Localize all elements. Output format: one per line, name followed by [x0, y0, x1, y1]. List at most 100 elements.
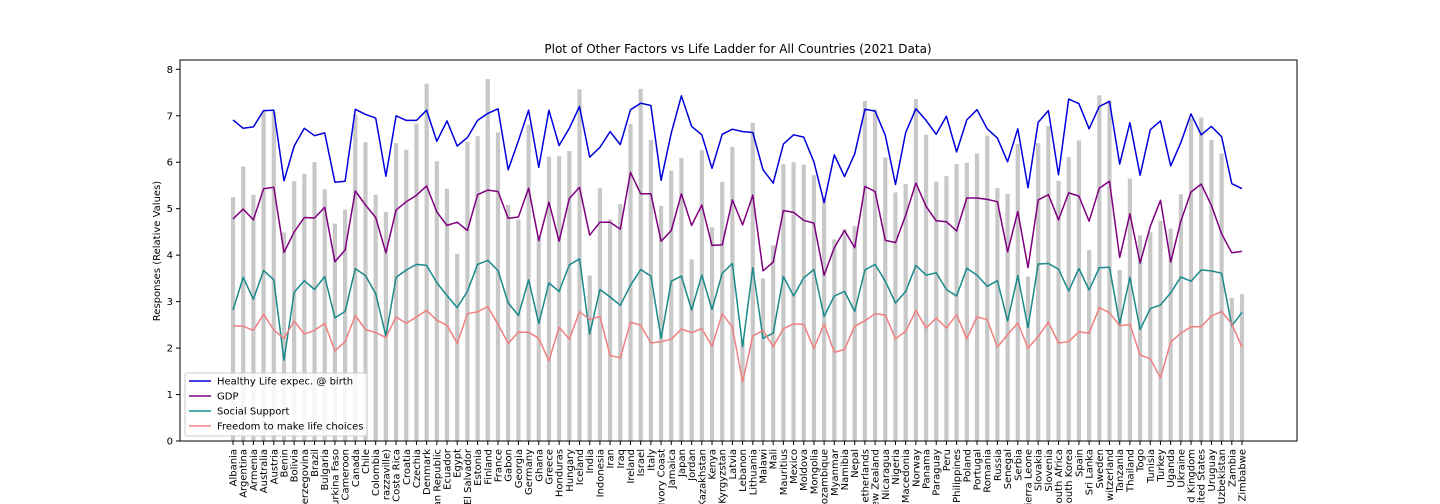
x-tick-label: Lithuania [748, 449, 759, 495]
x-tick-label: Mali [769, 449, 780, 469]
bar [1117, 270, 1122, 441]
y-tick-label: 8 [167, 65, 173, 76]
x-tick-label: Tunisia [1146, 449, 1157, 484]
bar [1066, 157, 1071, 442]
x-tick-label: Israel [636, 449, 647, 476]
x-tick-label: erzegovina [300, 449, 311, 504]
x-tick-label: Egypt [453, 449, 464, 478]
bar [1178, 194, 1183, 441]
bar [995, 188, 1000, 441]
x-tick-label: Australia [259, 449, 270, 493]
x-tick-label: Honduras [555, 449, 566, 497]
x-tick-label: Slovenia [1044, 449, 1055, 492]
bar [424, 83, 429, 441]
x-tick-label: an Republic [432, 449, 443, 504]
bar [373, 194, 378, 441]
bar [271, 112, 276, 441]
x-tick-label: urkina Faso [330, 449, 341, 504]
x-tick-label: Peru [942, 449, 953, 471]
bar [842, 229, 847, 441]
plot-frame [179, 59, 1298, 442]
bar [241, 166, 246, 441]
x-tick-label: Slovakia [1034, 449, 1045, 491]
bar [597, 188, 603, 441]
x-tick-label: Uganda [1166, 449, 1177, 488]
bar [312, 162, 317, 441]
x-tick-label: outh Korea [1064, 449, 1075, 503]
x-tick-label: Kenya [708, 449, 719, 480]
bar [903, 184, 908, 441]
x-tick-label: Kyrgyzstan [718, 449, 729, 504]
bar [648, 139, 653, 442]
x-tick-label: Romania [983, 449, 994, 493]
bar [1046, 125, 1051, 441]
x-tick-label: Ivory Coast [657, 449, 668, 504]
y-tick-label: 2 [167, 344, 173, 355]
x-tick-label: Mauritius [779, 449, 790, 495]
x-tick-label: Ghana [534, 449, 545, 482]
bar [852, 226, 857, 441]
bar [638, 88, 643, 442]
bar [964, 162, 969, 441]
bar [618, 204, 623, 441]
bar [883, 157, 888, 441]
x-tick-label: Japan [677, 449, 688, 478]
x-tick-label: Croatia [402, 449, 413, 485]
bar [343, 209, 348, 441]
bar [781, 164, 786, 441]
x-tick-label: Argentina [239, 449, 250, 498]
bar [1148, 231, 1153, 441]
x-tick-label: Indonesia [595, 449, 606, 497]
x-tick-label: Togo [1136, 449, 1147, 473]
bar [506, 204, 511, 441]
bar [791, 162, 796, 441]
bar [1056, 180, 1061, 441]
x-tick-label: Armenia [249, 449, 260, 491]
x-tick-label: Gabon [504, 449, 515, 482]
x-tick-label: Brazil [310, 449, 321, 477]
bar [567, 151, 572, 441]
x-tick-label: Nepal [850, 449, 861, 478]
bar [587, 275, 592, 441]
x-tick-label: Zambia [1227, 449, 1238, 487]
bar [709, 227, 715, 441]
lines-layer [232, 95, 1243, 383]
bars-layer [230, 79, 1245, 442]
series-line-0 [232, 95, 1243, 204]
x-tick-label: Kazakhstan [697, 449, 708, 504]
x-tick-label: India [585, 449, 596, 474]
x-tick-label: Ireland [626, 449, 637, 484]
bar [771, 245, 776, 441]
x-tick-label: Paraguay [932, 449, 943, 496]
legend: Healthy Life expec. @ birth GDP Social Sup… [184, 372, 368, 437]
x-tick-label: Chile [361, 449, 372, 474]
bar [1005, 193, 1010, 441]
x-tick-label: Albania [229, 449, 240, 486]
series-line-3 [232, 305, 1243, 383]
x-tick-label: Iraq [616, 449, 627, 469]
bar [292, 181, 297, 441]
y-tick-label: 7 [167, 111, 173, 122]
bar [750, 122, 755, 441]
x-tick-label: Estonia [473, 449, 484, 486]
x-tick-label: Georgia [514, 449, 525, 488]
y-axis: 0 1 2 3 4 5 6 7 8 [167, 65, 180, 448]
bar [822, 197, 827, 441]
bar [281, 232, 287, 441]
series-line-1 [232, 171, 1243, 276]
x-tick-label: Sweden [1095, 449, 1106, 489]
x-tick-label: Norway [911, 449, 922, 487]
legend-label: Social Support [217, 407, 289, 418]
x-tick-label: Iran [606, 449, 617, 469]
bar [1137, 235, 1143, 441]
x-tick-label: Serbia [1013, 449, 1024, 481]
bar [740, 339, 745, 441]
bar [944, 176, 949, 441]
bar [669, 170, 674, 441]
bar [679, 158, 684, 441]
bar [475, 136, 480, 441]
x-tick-label: Iceland [575, 449, 586, 485]
x-tick-label: Nicaragua [881, 449, 892, 500]
x-axis: Albania Argentina Armenia Australia Austria B… [229, 441, 1249, 504]
